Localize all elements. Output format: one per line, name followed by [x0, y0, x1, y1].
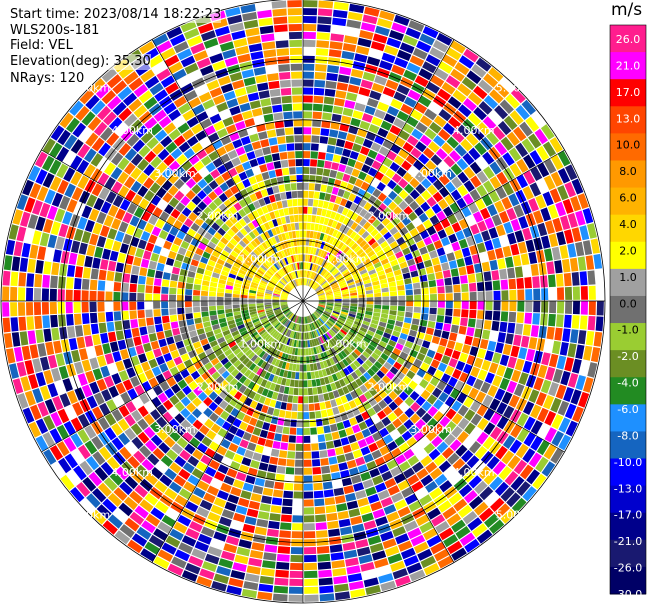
range-ring-label: 3.00km: [410, 423, 452, 436]
azimuth-spoke: [151, 300, 304, 563]
colorbar-tick-label: -4.0: [617, 377, 638, 390]
azimuth-spoke: [302, 300, 455, 563]
colorbar-tick-label: 26.0: [616, 33, 641, 46]
colorbar-swatch: [610, 539, 646, 568]
colorbar-tick-label: -10.0: [614, 456, 642, 469]
colorbar-tick-label: -6.0: [617, 403, 638, 416]
colorbar-tick-label: -26.0: [614, 562, 642, 575]
velocity-gates: [2, 9, 589, 591]
azimuth-spoke: [41, 149, 304, 302]
colorbar-tick-label: -30.0: [614, 588, 642, 601]
colorbar-swatch: [610, 25, 646, 53]
azimuth-spoke: [302, 39, 455, 302]
colorbar: 26.0 21.0 17.0 13.0 10.0 8.0 6.0 4.0 2.0 1.0 0.0 -1…: [609, 24, 647, 601]
range-ring-label: 3.00km: [154, 423, 196, 436]
azimuth-spoke: [151, 39, 304, 302]
velocity-field: [2, 0, 604, 602]
colorbar-swatch: [610, 458, 646, 487]
colorbar-swatch: [610, 241, 646, 270]
colorbar-swatch: [610, 485, 646, 514]
site-name: WLS200s-181: [10, 23, 100, 39]
range-ring-label: 1.00km: [325, 252, 367, 265]
range-ring-label: 5.00km: [496, 509, 538, 522]
velocity-gates: [35, 20, 597, 599]
colorbar-tick-label: 8.0: [619, 165, 637, 178]
colorbar-tick-label: -2.0: [617, 350, 638, 363]
colorbar-tick-label: -8.0: [617, 429, 638, 442]
range-ring-label: 4.00km: [111, 466, 153, 479]
range-ring-label: 4.00km: [453, 124, 495, 137]
colorbar-tick-label: 1.0: [619, 271, 637, 284]
nrays-label: NRays: 120: [10, 71, 85, 87]
colorbar-swatch: [610, 79, 646, 107]
colorbar-swatch: [610, 268, 646, 297]
colorbar-swatch: [610, 295, 646, 324]
colorbar-swatch: [610, 323, 646, 351]
colorbar-tick-label: -13.0: [614, 482, 642, 495]
colorbar-swatch: [610, 52, 646, 80]
range-ring-label: 2.00km: [197, 210, 239, 223]
colorbar-swatch: [610, 187, 646, 216]
field-name: Field: VEL: [10, 38, 73, 54]
colorbar-border: [609, 24, 647, 595]
range-grid: 1.00km 1.00km 1.00km 1.00km 2.00km 2.00km 2.00…: [0, 0, 606, 604]
elevation-label: Elevation(deg): 35.30: [10, 54, 151, 70]
colorbar-tick-label: 13.0: [616, 112, 641, 125]
range-ring-label: 5.00km: [496, 81, 538, 94]
range-ring-label: 3.00km: [154, 167, 196, 180]
range-ring-label: 2.00km: [368, 380, 410, 393]
colorbar-tick-label: 6.0: [619, 192, 637, 205]
range-ring-label: 5.00km: [69, 509, 111, 522]
colorbar-swatch: [610, 404, 646, 432]
range-ring-label: 1.00km: [240, 252, 282, 265]
colorbar-swatch: [610, 106, 646, 134]
range-ring-label: 2.00km: [368, 210, 410, 223]
range-ring-label: 1.00km: [240, 338, 282, 351]
colorbar-tick-label: -1.0: [617, 324, 638, 337]
colorbar-swatch: [610, 431, 646, 460]
azimuth-spoke: [302, 149, 565, 302]
colorbar-swatch: [610, 214, 646, 243]
colorbar-tick-label: 10.0: [616, 139, 641, 152]
colorbar-swatch: [610, 566, 646, 595]
colorbar-swatch: [610, 133, 646, 161]
colorbar-tick-label: 0.0: [619, 297, 637, 310]
range-ring-label: 1.00km: [325, 338, 367, 351]
colorbar-tick-label: 17.0: [616, 86, 641, 99]
colorbar-swatch: [610, 377, 646, 405]
range-ring-label: 4.00km: [111, 124, 153, 137]
velocity-gates: [2, 8, 579, 575]
velocity-gates: [10, 11, 601, 577]
range-ring-label: 2.00km: [197, 380, 239, 393]
start-time: Start time: 2023/08/14 18:22:23: [10, 7, 222, 23]
colorbar-swatch: [610, 512, 646, 541]
velocity-gates: [41, 3, 604, 588]
colorbar-swatch: [610, 160, 646, 189]
velocity-gates: [3, 37, 571, 594]
velocity-gates: [24, 22, 590, 578]
range-ring-label: 3.00km: [410, 167, 452, 180]
colorbar-tick-label: 21.0: [616, 59, 641, 72]
range-ring-label: 4.00km: [453, 466, 495, 479]
colorbar-tick-label: -17.0: [614, 509, 642, 522]
colorbar-tick-label: -21.0: [614, 535, 642, 548]
colorbar-tick-label: 4.0: [619, 218, 637, 231]
azimuth-spoke: [41, 300, 304, 453]
colorbar-tick-label: 2.0: [619, 244, 637, 257]
velocity-gates: [27, 11, 598, 602]
azimuth-spoke: [302, 300, 565, 453]
colorbar-swatch: [610, 350, 646, 378]
colorbar-unit: m/s: [611, 0, 643, 20]
